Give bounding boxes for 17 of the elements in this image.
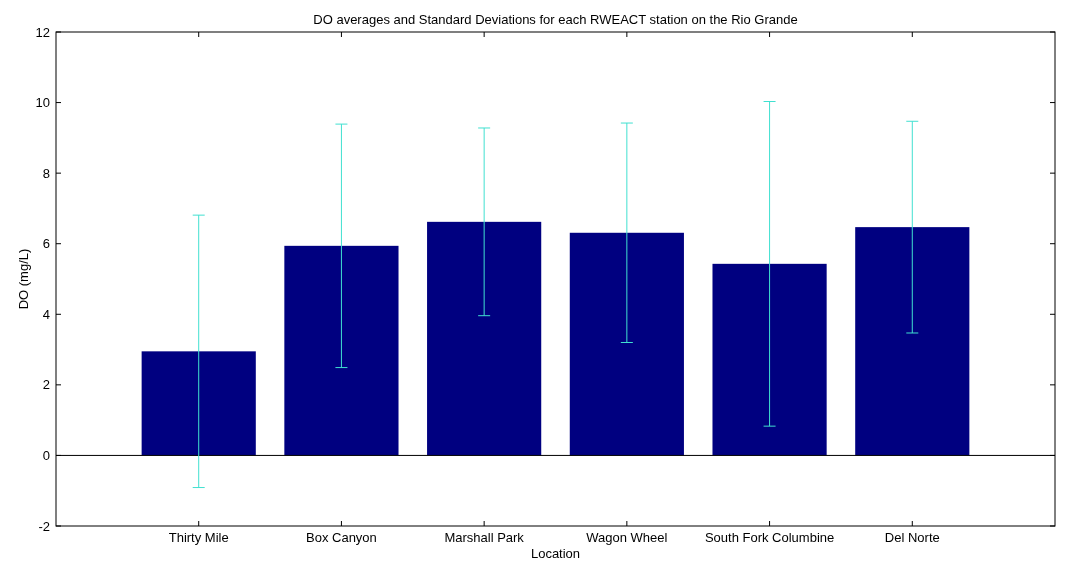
x-tick-label: Marshall Park xyxy=(444,530,525,545)
x-tick-label: South Fork Columbine xyxy=(704,530,835,545)
y-tick-label: 2 xyxy=(42,377,50,393)
y-tick-label: 12 xyxy=(35,24,50,40)
x-tick-label: Thirty Mile xyxy=(168,530,229,545)
x-tick-label: Wagon Wheel xyxy=(586,530,668,545)
y-tick-label: 0 xyxy=(42,447,50,463)
y-tick-label: 8 xyxy=(42,165,50,181)
chart-title: DO averages and Standard Deviations for each RWEACT station on the Rio Grande xyxy=(313,12,798,27)
y-axis-title: DO (mg/L) xyxy=(16,248,31,310)
y-tick-label: 4 xyxy=(42,306,50,322)
x-tick-label: Box Canyon xyxy=(306,530,377,545)
y-tick-label: -2 xyxy=(38,518,50,534)
y-tick-label: 10 xyxy=(35,95,50,111)
x-tick-label: Del Norte xyxy=(884,530,940,545)
x-axis-title: Location xyxy=(530,546,581,561)
y-tick-label: 6 xyxy=(42,236,50,252)
